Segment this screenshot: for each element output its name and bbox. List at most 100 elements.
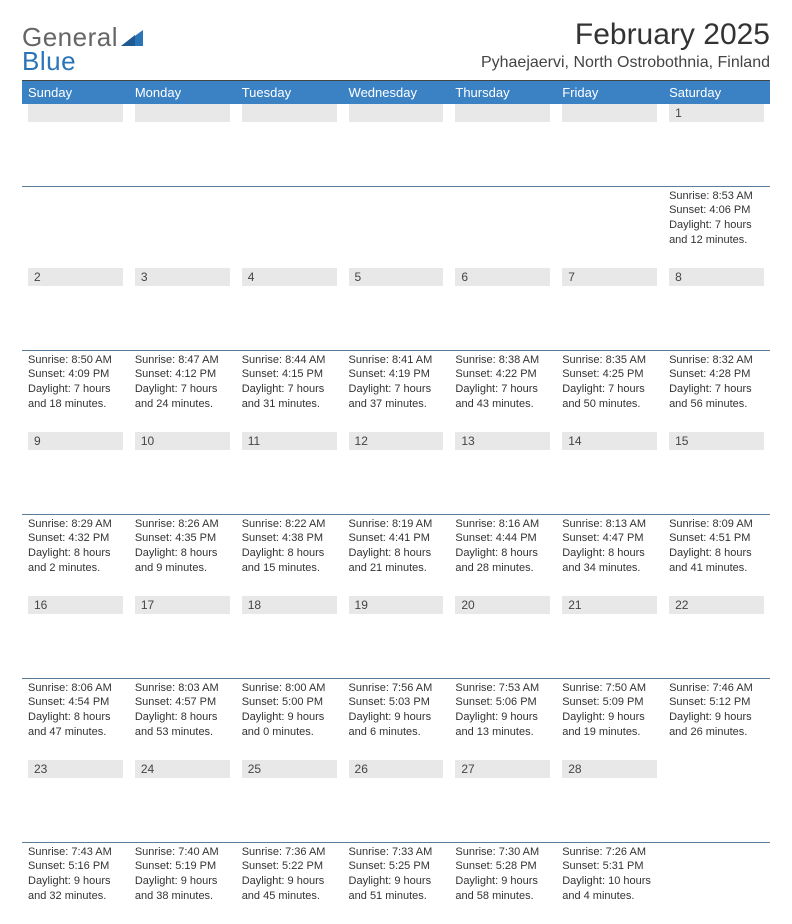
day-number: 25 — [242, 760, 337, 778]
sunset-line: Sunset: 4:51 PM — [669, 531, 764, 546]
calendar-cell: Sunrise: 8:26 AMSunset: 4:35 PMDaylight:… — [129, 514, 236, 596]
daylight-line: Daylight: 7 hours and 37 minutes. — [349, 382, 444, 412]
sunset-line: Sunset: 5:16 PM — [28, 859, 123, 874]
calendar-cell: Sunrise: 8:03 AMSunset: 4:57 PMDaylight:… — [129, 678, 236, 760]
sunset-line: Sunset: 4:54 PM — [28, 695, 123, 710]
daylight-line: Daylight: 7 hours and 12 minutes. — [669, 218, 764, 248]
weekday-header: Monday — [129, 81, 236, 104]
weekday-header: Friday — [556, 81, 663, 104]
calendar-cell: Sunrise: 8:00 AMSunset: 5:00 PMDaylight:… — [236, 678, 343, 760]
day-number: 13 — [455, 432, 550, 450]
sunset-line: Sunset: 4:12 PM — [135, 367, 230, 382]
daynum-row: 16171819202122 — [22, 596, 770, 678]
daylight-line: Daylight: 8 hours and 28 minutes. — [455, 546, 550, 576]
sunrise-line: Sunrise: 8:47 AM — [135, 353, 230, 368]
sunrise-line: Sunrise: 7:56 AM — [349, 681, 444, 696]
day-number: 23 — [28, 760, 123, 778]
calendar-cell — [556, 186, 663, 268]
calendar-week-row: Sunrise: 8:50 AMSunset: 4:09 PMDaylight:… — [22, 350, 770, 432]
day-number: 24 — [135, 760, 230, 778]
day-number: 4 — [242, 268, 337, 286]
day-number: 3 — [135, 268, 230, 286]
daylight-line: Daylight: 9 hours and 26 minutes. — [669, 710, 764, 740]
sunset-line: Sunset: 4:15 PM — [242, 367, 337, 382]
calendar-cell: Sunrise: 7:30 AMSunset: 5:28 PMDaylight:… — [449, 842, 556, 924]
daylight-line: Daylight: 9 hours and 32 minutes. — [28, 874, 123, 904]
daylight-line: Daylight: 8 hours and 9 minutes. — [135, 546, 230, 576]
sunrise-line: Sunrise: 8:26 AM — [135, 517, 230, 532]
daylight-line: Daylight: 9 hours and 45 minutes. — [242, 874, 337, 904]
sunrise-line: Sunrise: 8:03 AM — [135, 681, 230, 696]
daylight-line: Daylight: 9 hours and 19 minutes. — [562, 710, 657, 740]
daylight-line: Daylight: 8 hours and 34 minutes. — [562, 546, 657, 576]
calendar-cell: Sunrise: 8:09 AMSunset: 4:51 PMDaylight:… — [663, 514, 770, 596]
day-number: 7 — [562, 268, 657, 286]
weekday-header: Sunday — [22, 81, 129, 104]
sunrise-line: Sunrise: 7:33 AM — [349, 845, 444, 860]
day-number: 10 — [135, 432, 230, 450]
day-number — [669, 760, 764, 778]
day-number — [455, 104, 550, 122]
day-number: 6 — [455, 268, 550, 286]
sunset-line: Sunset: 4:09 PM — [28, 367, 123, 382]
calendar-cell: Sunrise: 8:41 AMSunset: 4:19 PMDaylight:… — [343, 350, 450, 432]
day-number — [28, 104, 123, 122]
day-number: 8 — [669, 268, 764, 286]
day-number — [349, 104, 444, 122]
day-number: 22 — [669, 596, 764, 614]
sunrise-line: Sunrise: 8:16 AM — [455, 517, 550, 532]
sunrise-line: Sunrise: 8:32 AM — [669, 353, 764, 368]
calendar-cell — [343, 186, 450, 268]
calendar-cell — [22, 186, 129, 268]
day-number: 28 — [562, 760, 657, 778]
calendar-week-row: Sunrise: 8:53 AMSunset: 4:06 PMDaylight:… — [22, 186, 770, 268]
sunset-line: Sunset: 4:41 PM — [349, 531, 444, 546]
daylight-line: Daylight: 7 hours and 18 minutes. — [28, 382, 123, 412]
sunrise-line: Sunrise: 7:53 AM — [455, 681, 550, 696]
daynum-row: 9101112131415 — [22, 432, 770, 514]
calendar-cell: Sunrise: 7:56 AMSunset: 5:03 PMDaylight:… — [343, 678, 450, 760]
calendar-cell: Sunrise: 7:46 AMSunset: 5:12 PMDaylight:… — [663, 678, 770, 760]
daylight-line: Daylight: 8 hours and 53 minutes. — [135, 710, 230, 740]
calendar-cell: Sunrise: 8:38 AMSunset: 4:22 PMDaylight:… — [449, 350, 556, 432]
sunset-line: Sunset: 5:19 PM — [135, 859, 230, 874]
calendar-week-row: Sunrise: 8:29 AMSunset: 4:32 PMDaylight:… — [22, 514, 770, 596]
sunset-line: Sunset: 5:09 PM — [562, 695, 657, 710]
sunset-line: Sunset: 4:22 PM — [455, 367, 550, 382]
sunrise-line: Sunrise: 8:06 AM — [28, 681, 123, 696]
sunset-line: Sunset: 5:22 PM — [242, 859, 337, 874]
day-number: 2 — [28, 268, 123, 286]
sunrise-line: Sunrise: 8:13 AM — [562, 517, 657, 532]
daylight-line: Daylight: 7 hours and 31 minutes. — [242, 382, 337, 412]
day-number: 1 — [669, 104, 764, 122]
calendar-cell: Sunrise: 7:26 AMSunset: 5:31 PMDaylight:… — [556, 842, 663, 924]
sunrise-line: Sunrise: 8:44 AM — [242, 353, 337, 368]
sunrise-line: Sunrise: 8:53 AM — [669, 189, 764, 204]
sunrise-line: Sunrise: 8:29 AM — [28, 517, 123, 532]
day-number: 12 — [349, 432, 444, 450]
sunset-line: Sunset: 4:28 PM — [669, 367, 764, 382]
sunset-line: Sunset: 4:32 PM — [28, 531, 123, 546]
daylight-line: Daylight: 7 hours and 24 minutes. — [135, 382, 230, 412]
daylight-line: Daylight: 8 hours and 15 minutes. — [242, 546, 337, 576]
calendar-cell: Sunrise: 8:53 AMSunset: 4:06 PMDaylight:… — [663, 186, 770, 268]
daylight-line: Daylight: 9 hours and 13 minutes. — [455, 710, 550, 740]
sunset-line: Sunset: 4:19 PM — [349, 367, 444, 382]
day-number: 16 — [28, 596, 123, 614]
weekday-header: Thursday — [449, 81, 556, 104]
sunset-line: Sunset: 5:25 PM — [349, 859, 444, 874]
daylight-line: Daylight: 9 hours and 0 minutes. — [242, 710, 337, 740]
day-number — [135, 104, 230, 122]
daylight-line: Daylight: 9 hours and 38 minutes. — [135, 874, 230, 904]
daylight-line: Daylight: 9 hours and 6 minutes. — [349, 710, 444, 740]
sunrise-line: Sunrise: 8:09 AM — [669, 517, 764, 532]
brand-logo: General Blue — [22, 24, 145, 74]
sunset-line: Sunset: 5:12 PM — [669, 695, 764, 710]
day-number — [242, 104, 337, 122]
daylight-line: Daylight: 8 hours and 2 minutes. — [28, 546, 123, 576]
weekday-header: Saturday — [663, 81, 770, 104]
calendar-cell: Sunrise: 8:19 AMSunset: 4:41 PMDaylight:… — [343, 514, 450, 596]
sunset-line: Sunset: 5:00 PM — [242, 695, 337, 710]
calendar-cell: Sunrise: 7:40 AMSunset: 5:19 PMDaylight:… — [129, 842, 236, 924]
day-number: 17 — [135, 596, 230, 614]
